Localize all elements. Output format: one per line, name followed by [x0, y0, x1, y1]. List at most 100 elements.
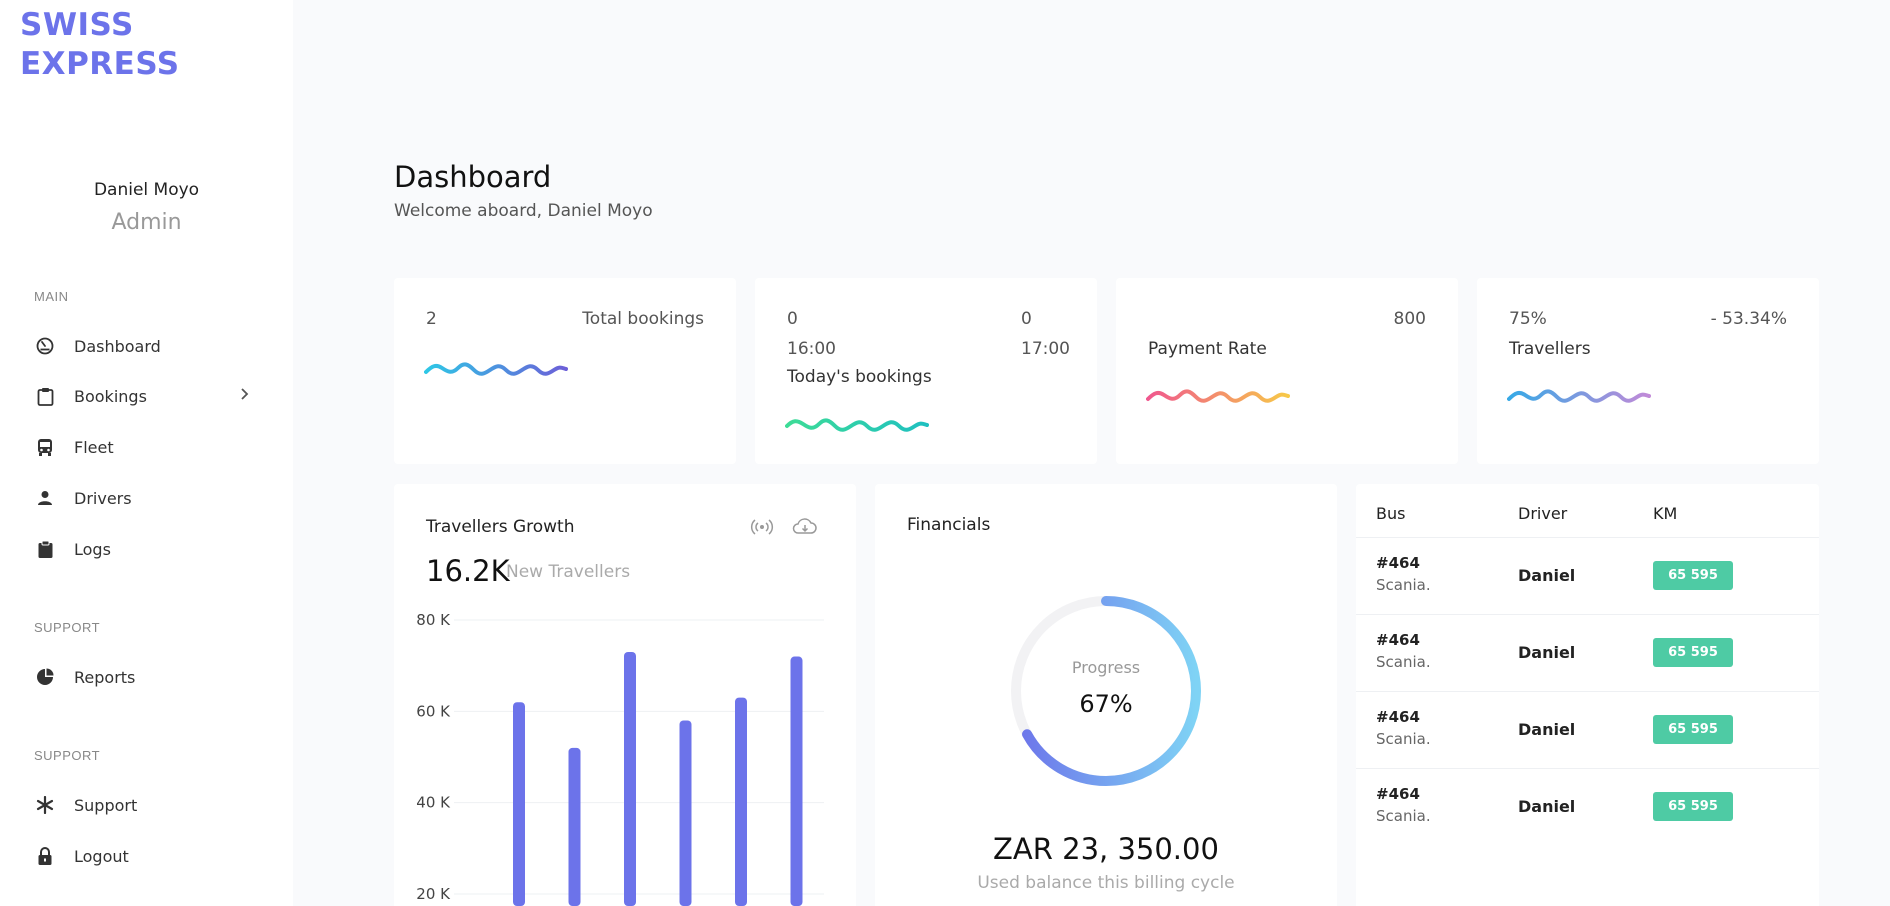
y-tick-label: 80 K [416, 611, 451, 629]
table-header-driver: Driver [1518, 504, 1568, 523]
bus-number: #464 [1376, 708, 1420, 726]
brand-line-2: EXPRESS [20, 46, 180, 82]
km-badge: 65 595 [1653, 638, 1733, 667]
user-role: Admin [111, 210, 182, 235]
sidebar-item-label: Logs [74, 539, 111, 559]
progress-label: Progress [1071, 658, 1141, 677]
financial-amount: ZAR 23, 350.00 [993, 832, 1219, 866]
cloud-download-icon[interactable] [792, 516, 818, 538]
stat-label: Total bookings [582, 309, 704, 329]
clipboard-icon [34, 385, 56, 407]
stat-card-payment-rate: 800 Payment Rate [1116, 278, 1458, 464]
growth-title: Travellers Growth [426, 517, 575, 537]
dashboard-gauge-icon [34, 335, 56, 357]
stat-card-total-bookings: 2 Total bookings [394, 278, 736, 464]
sidebar-item-label: Logout [74, 846, 129, 866]
stat-card-travellers: 75% - 53.34% Travellers [1477, 278, 1819, 464]
clipboard-filled-icon [34, 538, 56, 560]
stat-time-b: 17:00 [1021, 339, 1070, 359]
page-subtitle: Welcome aboard, Daniel Moyo [394, 201, 653, 221]
sidebar-item-label: Drivers [74, 488, 132, 508]
sparkline [1507, 389, 1651, 403]
table-row[interactable]: #464 Scania. Daniel 65 595 [1356, 537, 1819, 614]
stat-value: 2 [426, 309, 437, 329]
financials-title: Financials [907, 515, 991, 535]
bar[interactable] [679, 720, 692, 906]
bar[interactable] [790, 656, 803, 906]
travellers-bar-chart: 80 K 60 K 40 K 20 K [416, 611, 824, 906]
brand-logo[interactable]: SWISS EXPRESS [20, 6, 180, 84]
chevron-right-icon[interactable] [239, 387, 249, 406]
sidebar-item-label: Support [74, 795, 138, 815]
table-row[interactable]: #464 Scania. Daniel 65 595 [1356, 768, 1819, 845]
bar[interactable] [735, 697, 747, 906]
progress-ring-arc [1011, 596, 1201, 786]
y-tick-label: 40 K [416, 794, 451, 812]
driver-name: Daniel [1518, 643, 1576, 662]
sidebar-item-fleet[interactable]: Fleet [34, 429, 259, 465]
bus-number: #464 [1376, 554, 1420, 572]
bus-number: #464 [1376, 785, 1420, 803]
bus-model: Scania. [1376, 730, 1431, 748]
table-row[interactable]: #464 Scania. Daniel 65 595 [1356, 691, 1819, 768]
table-header-bus: Bus [1376, 504, 1406, 523]
bar[interactable] [568, 747, 581, 906]
bar[interactable] [624, 651, 636, 906]
lock-icon [34, 845, 56, 867]
stat-value: 800 [1393, 309, 1426, 329]
km-badge: 65 595 [1653, 561, 1733, 590]
y-tick-label: 60 K [416, 702, 451, 720]
sparkline [785, 418, 929, 432]
bus-icon [34, 436, 56, 458]
stat-label: Payment Rate [1148, 339, 1267, 359]
sparkline [424, 362, 568, 376]
stat-label: Today's bookings [787, 367, 932, 387]
y-tick-label: 20 K [416, 885, 451, 903]
progress-value: 67% [1079, 690, 1133, 718]
brand-line-1: SWISS [20, 7, 134, 43]
progress-ring [1011, 596, 1201, 786]
financials-card: Financials Progress 67% ZAR 23, 350.00 U… [875, 484, 1337, 906]
asterisk-icon [34, 794, 56, 816]
bar[interactable] [513, 702, 525, 906]
sidebar-item-logs[interactable]: Logs [34, 531, 259, 567]
table-header-km: KM [1653, 504, 1678, 523]
sidebar-item-label: Bookings [74, 386, 147, 406]
stat-label: Travellers [1509, 339, 1591, 359]
bus-number: #464 [1376, 631, 1420, 649]
bus-model: Scania. [1376, 807, 1431, 825]
broadcast-icon[interactable] [750, 516, 776, 538]
user-name: Daniel Moyo [93, 180, 200, 200]
driver-name: Daniel [1518, 797, 1576, 816]
pie-chart-icon [34, 666, 56, 688]
sparkline [1146, 389, 1290, 403]
stat-count-b: 0 [1021, 309, 1032, 329]
driver-name: Daniel [1518, 566, 1576, 585]
stat-card-todays-bookings: 0 16:00 0 17:00 Today's bookings [755, 278, 1097, 464]
stat-change: - 53.34% [1710, 309, 1787, 329]
bus-table-card: Bus Driver KM #464 Scania. Daniel 65 595… [1356, 484, 1819, 906]
financial-amount-label: Used balance this billing cycle [977, 873, 1235, 893]
sidebar-item-support[interactable]: Support [34, 787, 259, 823]
sidebar-item-reports[interactable]: Reports [34, 659, 259, 695]
section-label-support-2: SUPPORT [34, 748, 101, 763]
stat-percent: 75% [1509, 309, 1547, 329]
sidebar-item-logout[interactable]: Logout [34, 838, 259, 874]
user-icon [34, 487, 56, 509]
growth-big-value: 16.2K [426, 554, 510, 588]
sidebar-item-label: Reports [74, 667, 136, 687]
km-badge: 65 595 [1653, 792, 1733, 821]
sidebar: SWISS EXPRESS Daniel Moyo Admin MAIN Das… [0, 0, 293, 906]
travellers-growth-card: Travellers Growth 16.2K New Travellers 8… [394, 484, 856, 906]
table-row[interactable]: #464 Scania. Daniel 65 595 [1356, 614, 1819, 691]
bus-model: Scania. [1376, 653, 1431, 671]
sidebar-item-drivers[interactable]: Drivers [34, 480, 259, 516]
stat-time-a: 16:00 [787, 339, 836, 359]
sidebar-item-dashboard[interactable]: Dashboard [34, 328, 259, 364]
section-label-support: SUPPORT [34, 620, 101, 635]
sidebar-item-bookings[interactable]: Bookings [34, 378, 259, 414]
page-title: Dashboard [394, 160, 552, 194]
bus-model: Scania. [1376, 576, 1431, 594]
driver-name: Daniel [1518, 720, 1576, 739]
stat-count-a: 0 [787, 309, 798, 329]
